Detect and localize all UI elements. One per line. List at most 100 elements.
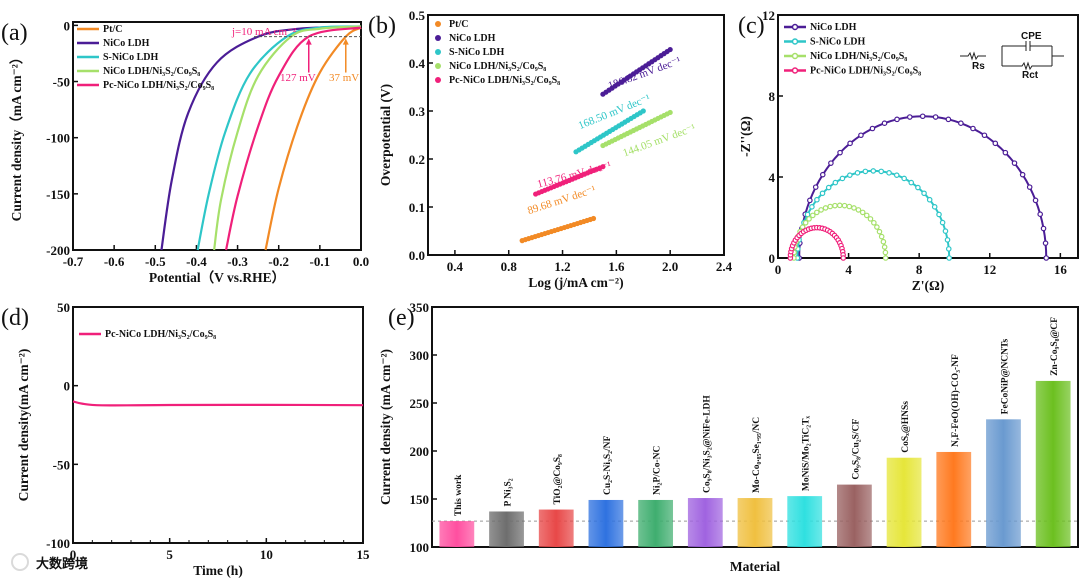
lsv-curve [160,25,362,251]
legend-label: NiCo LDH [103,38,150,49]
watermark [11,553,29,571]
nyquist-point [847,172,853,178]
legend-label: NiCo LDH [449,33,496,44]
nyquist-point [1032,197,1039,204]
x-tick-label: -0.3 [227,254,248,269]
nyquist-point [931,204,938,210]
bar [687,498,723,547]
x-axis-label: Potential（V vs.RHE） [149,270,285,285]
y-axis-label: Current density(mA cm⁻²) [16,349,31,502]
nyquist-point [908,179,915,186]
nyquist-point [881,244,888,250]
legend-label: NiCo LDH/Ni₃S₂/Co₉S₈ [810,51,907,62]
nyquist-point [881,120,888,126]
nyquist-point [942,228,949,234]
bar [986,419,1021,547]
y-tick-label: 0.0 [409,248,425,263]
nyquist-point [870,168,877,174]
chronoamperometry-curve [72,400,364,407]
bar-label: MoNiS/Mo₂TiC₂Tₓ [802,416,812,492]
y-tick-label: 0.2 [409,152,425,167]
tafel-point [667,46,673,53]
legend-marker [791,38,799,45]
y-tick-label: 250 [410,396,430,411]
nyquist-point [869,125,876,132]
reference-label: j=10 mA cm⁻² [231,26,297,38]
x-tick-label: -0.5 [145,254,166,269]
nyquist-curve [796,169,951,259]
arrowhead-icon [305,38,312,45]
x-tick-label: -0.6 [104,254,125,269]
nyquist-point [863,212,870,219]
bar [439,521,475,547]
bar [787,496,823,547]
y-axis-label: Current density (mA cm⁻²) [378,349,393,505]
nyquist-point [847,140,853,147]
x-tick-label: 0 [775,262,782,277]
nyquist-point [858,132,864,139]
y-tick-label: -200 [46,243,70,258]
nyquist-point [851,205,857,211]
bar [836,484,872,547]
nyquist-point [855,207,862,213]
x-tick-label: 4 [845,262,852,277]
equivalent-circuit-diagram [960,41,1064,71]
legend-label: Pc-NiCo LDH/Ni₃S₂/Co₉S₈ [449,75,560,86]
nyquist-point [939,219,946,226]
bar-label: Ni₂P/Co-NC [653,446,663,495]
x-tick-label: 2.0 [662,259,678,274]
y-tick-label: -100 [46,131,70,146]
x-axis-label: Log (j/mA cm⁻²) [528,275,623,290]
tafel-point [640,108,646,114]
x-tick-label: -0.2 [268,254,289,269]
x-tick-label: 15 [357,547,371,562]
nyquist-point [893,172,900,178]
tafel-point [590,215,597,222]
panel-b [427,14,725,256]
tafel-slope-label: 144.05 mV dec⁻¹ [621,122,697,159]
nyquist-point [806,216,812,222]
y-tick-label: 4 [769,170,776,185]
legend-label: S-NiCo LDH [449,47,505,58]
nyquist-point [839,175,846,182]
bar [737,498,773,547]
nyquist-point [886,170,892,176]
nyquist-point [932,114,939,120]
panel-label: (e) [388,305,415,331]
legend-label: NiCo LDH/Ni₃S₂/Co₉S₈ [103,66,200,77]
bar-label: Cu₂S-Ni₃S₂/NF [603,436,613,495]
lsv-curve [213,25,362,251]
legend-marker [435,77,441,83]
nyquist-point [958,120,964,126]
nyquist-point [945,116,952,123]
nyquist-point [1002,149,1009,156]
tafel-slope-label: 89.68 mV dec⁻¹ [526,184,597,217]
bar-label: P Ni₃S₂ [504,478,514,506]
legend-label: Pc-NiCo LDH/Ni₃S₂/Co₉S₈ [105,329,216,340]
circuit-label: Rct [1022,70,1039,81]
nyquist-point [814,209,820,216]
legend-label: S-NiCo LDH [810,37,866,48]
x-tick-label: 0.4 [447,259,464,274]
nyquist-point [970,125,976,132]
x-tick-label: 5 [166,547,173,562]
bar-label: FeCoNiP@NCNTs [1000,339,1010,415]
x-tick-label: 16 [1054,262,1068,277]
nyquist-point [828,160,834,166]
lsv-curve [264,26,362,251]
nyquist-point [846,203,853,210]
bar-label: Co₉S₈/Cu₂S/CF [851,419,861,480]
legend-label: Pt/C [449,19,468,30]
nyquist-point [945,246,952,252]
bar-label: TiO₂@Co₉S₈ [553,454,563,505]
y-tick-label: 0 [64,379,71,394]
nyquist-point [882,249,889,256]
bar [638,499,674,547]
lsv-curve [196,25,362,251]
nyquist-point [809,212,816,219]
nyquist-point [915,184,921,191]
nyquist-point [867,216,874,222]
x-tick-label: 0.8 [501,259,518,274]
nyquist-point [840,255,847,261]
x-axis-label: Time (h) [193,563,243,578]
